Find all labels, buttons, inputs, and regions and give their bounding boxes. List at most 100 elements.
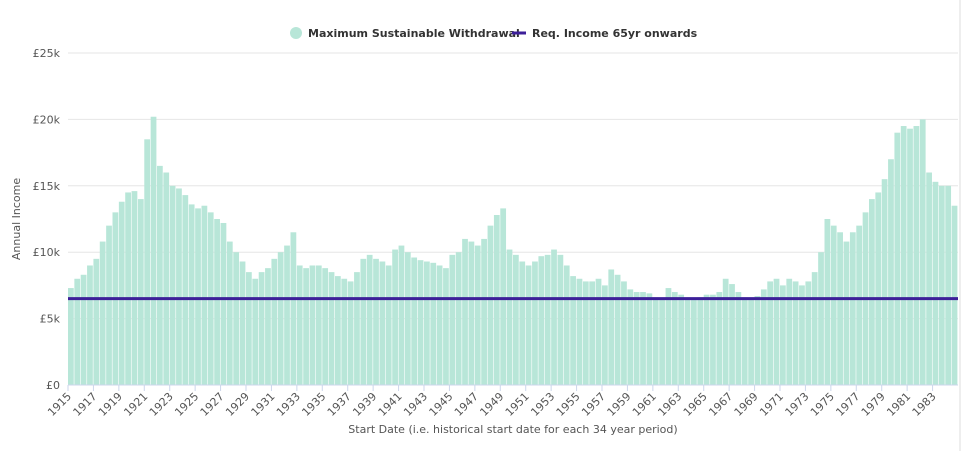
bar — [436, 265, 443, 385]
bar — [392, 249, 398, 385]
bar — [404, 252, 411, 385]
bar — [347, 281, 354, 385]
bar — [87, 265, 93, 385]
bar — [366, 254, 373, 385]
bar — [824, 219, 831, 385]
bar — [284, 245, 290, 385]
bar — [551, 249, 557, 385]
bar — [773, 278, 780, 385]
y-tick-label: £5k — [40, 313, 61, 326]
bar — [80, 274, 87, 385]
x-tick-label: 1919 — [96, 390, 125, 419]
bar — [462, 238, 468, 385]
bar — [684, 297, 691, 385]
bar — [309, 265, 316, 385]
x-tick-label: 1979 — [859, 390, 888, 419]
bar — [379, 261, 386, 385]
bar — [780, 285, 786, 385]
legend-marker — [290, 27, 302, 39]
bar — [150, 116, 157, 385]
y-axis-title: Annual Income — [10, 178, 23, 260]
bar — [182, 195, 189, 385]
bar — [907, 128, 913, 386]
bar — [322, 268, 329, 385]
bar — [303, 268, 309, 385]
bar — [582, 281, 589, 385]
x-tick-label: 1967 — [706, 390, 735, 419]
bar — [671, 292, 678, 385]
bar — [290, 232, 297, 385]
bar — [678, 294, 685, 385]
bar — [513, 254, 519, 385]
x-tick-label: 1953 — [528, 390, 557, 419]
bar — [214, 219, 220, 385]
bar — [277, 252, 284, 385]
bar — [481, 238, 487, 385]
bar — [869, 199, 875, 385]
x-tick-label: 1917 — [71, 390, 100, 419]
bar — [837, 232, 843, 385]
bar — [754, 296, 761, 385]
bar — [99, 241, 106, 385]
x-tick-label: 1945 — [427, 390, 456, 419]
bar — [627, 289, 634, 385]
bar — [595, 278, 602, 385]
bar — [195, 208, 201, 385]
x-tick-label: 1957 — [579, 390, 608, 419]
bar — [411, 257, 418, 385]
bar — [354, 272, 360, 385]
bar — [856, 225, 863, 385]
bar — [296, 265, 303, 385]
bar — [932, 181, 939, 385]
x-tick-label: 1915 — [45, 390, 74, 419]
x-tick-label: 1969 — [732, 390, 761, 419]
x-tick-label: 1939 — [350, 390, 379, 419]
legend-label: Req. Income 65yr onwards — [532, 27, 698, 40]
x-tick-label: 1937 — [325, 390, 354, 419]
bar — [315, 265, 322, 385]
bar — [239, 261, 246, 385]
x-tick-label: 1951 — [503, 390, 532, 419]
bar — [157, 165, 163, 385]
bar — [602, 285, 608, 385]
x-tick-label: 1977 — [833, 390, 862, 419]
bar — [697, 297, 704, 385]
bar — [646, 293, 653, 385]
bar — [226, 241, 233, 385]
bar — [760, 289, 767, 385]
bar — [786, 278, 793, 385]
bar — [93, 258, 100, 385]
x-tick-label: 1947 — [452, 390, 481, 419]
bar — [951, 205, 958, 385]
bar — [576, 278, 583, 385]
bar — [589, 281, 596, 385]
bar — [741, 297, 748, 385]
bar — [506, 249, 513, 385]
x-tick-label: 1941 — [376, 390, 405, 419]
bar — [894, 132, 901, 385]
x-tick-label: 1955 — [554, 390, 583, 419]
bar — [818, 252, 824, 385]
x-tick-label: 1949 — [477, 390, 506, 419]
bar — [888, 159, 894, 385]
x-axis-title: Start Date (i.e. historical start date f… — [348, 423, 677, 436]
bar — [487, 225, 494, 385]
bar — [74, 278, 81, 385]
bar — [424, 261, 430, 385]
x-tick-label: 1963 — [655, 390, 684, 419]
legend-label: Maximum Sustainable Withdrawal — [308, 27, 520, 40]
x-tick-label: 1931 — [249, 390, 278, 419]
x-tick-label: 1983 — [910, 390, 939, 419]
bar — [767, 281, 774, 385]
bar — [169, 185, 176, 385]
bar — [703, 294, 710, 385]
x-tick-label: 1921 — [121, 390, 150, 419]
x-tick-label: 1923 — [147, 390, 176, 419]
bar — [710, 294, 716, 385]
x-tick-label: 1929 — [223, 390, 252, 419]
bar — [608, 269, 615, 385]
bar — [640, 292, 646, 385]
bar — [843, 241, 850, 385]
bar — [621, 281, 627, 385]
bar — [468, 241, 475, 385]
